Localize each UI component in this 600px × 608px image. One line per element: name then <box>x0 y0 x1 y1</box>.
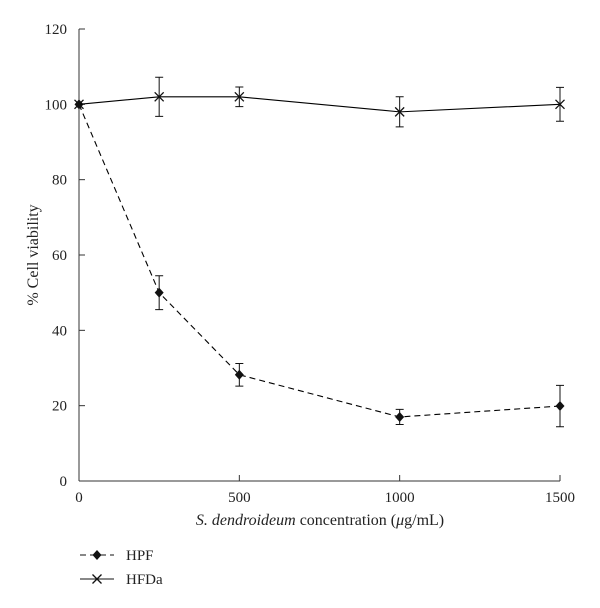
y-tick-label: 80 <box>52 173 67 189</box>
axes: 0 20 40 60 80 100 120 0 500 1000 1500 <box>45 22 576 506</box>
x-axis-label-italic: S. dendroideum <box>196 512 296 529</box>
y-tick-label: 40 <box>52 323 67 339</box>
x-axis-label-unit: g/mL) <box>404 512 444 529</box>
x-axis-label: S. dendroideum concentration (μg/mL) <box>196 512 444 529</box>
series-layer <box>74 76 565 428</box>
y-axis-label: % Cell viability <box>25 204 42 305</box>
hpf-line <box>78 104 561 418</box>
series-hpf <box>74 99 565 428</box>
legend-marker-hpf <box>92 550 102 560</box>
hfda-point <box>154 91 165 102</box>
x-axis-label-text: concentration ( <box>296 512 396 529</box>
x-tick-label: 500 <box>228 490 251 506</box>
hpf-point <box>154 287 164 298</box>
legend-marker-hfda <box>92 574 102 584</box>
x-tick-label: 1000 <box>385 490 415 506</box>
hfda-line <box>78 96 561 113</box>
series-hfda <box>74 76 565 128</box>
hpf-point <box>555 401 565 412</box>
legend-label-hpf: HPF <box>126 548 154 564</box>
legend: HPF HFDa <box>80 548 163 588</box>
y-tick-label: 20 <box>52 399 67 415</box>
x-tick-label: 1500 <box>545 490 575 506</box>
y-tick-label: 120 <box>45 22 68 38</box>
hfda-point <box>234 91 245 102</box>
y-tick-label: 60 <box>52 248 67 264</box>
hfda-point <box>74 99 84 110</box>
hfda-point <box>394 106 405 117</box>
y-tick-label: 100 <box>45 97 68 113</box>
x-axis-label-mu: μ <box>395 512 404 529</box>
hfda-point <box>555 99 565 110</box>
hpf-point <box>234 369 244 380</box>
x-tick-label: 0 <box>75 490 83 506</box>
y-tick-label: 0 <box>60 474 68 490</box>
hpf-point <box>395 411 405 422</box>
legend-label-hfda: HFDa <box>126 572 163 588</box>
